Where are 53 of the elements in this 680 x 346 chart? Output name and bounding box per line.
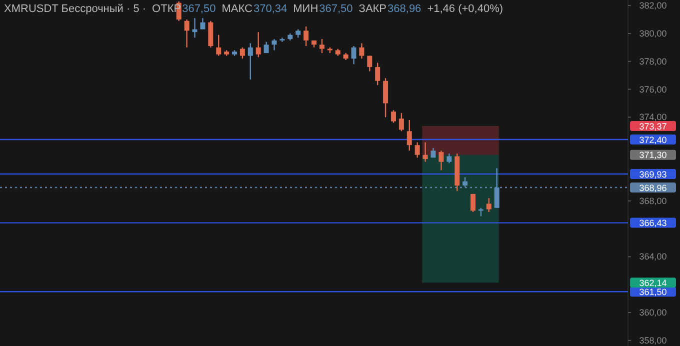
candlestick xyxy=(240,46,245,60)
candlestick xyxy=(200,18,206,30)
text: +1,46 (+0,40%) xyxy=(427,3,504,15)
text: МАКС xyxy=(222,3,252,15)
candlestick xyxy=(383,78,388,118)
text: 373,37 xyxy=(639,121,667,132)
candlestick xyxy=(208,20,214,48)
y-tick-label: 368,00 xyxy=(639,196,667,206)
candlestick xyxy=(216,34,222,56)
y-tick-label: 364,00 xyxy=(639,252,667,262)
y-tick-label: 376,00 xyxy=(639,84,667,94)
y-tick-label: 360,00 xyxy=(639,308,667,318)
chart-title: XMRUSDT Бессрочный · 5 · xyxy=(4,3,146,15)
ref-line-label: 369,93 xyxy=(639,169,667,180)
candlestick xyxy=(280,37,285,42)
candlestick xyxy=(494,168,500,208)
candlestick xyxy=(486,198,492,213)
candlestick xyxy=(184,18,190,48)
ref-line-label: 361,50 xyxy=(639,286,667,297)
text: 367,50 xyxy=(319,3,353,15)
candlestick xyxy=(367,55,372,72)
y-tick-label: 380,00 xyxy=(639,28,667,38)
candlestick xyxy=(414,142,420,158)
candlestick xyxy=(446,152,452,164)
text: МИН xyxy=(293,3,318,15)
text: 370,34 xyxy=(253,3,288,15)
text: ЗАКР xyxy=(358,3,387,15)
candlestick xyxy=(390,110,396,124)
candlestick xyxy=(438,150,444,171)
ref-line-label: 368,96 xyxy=(639,182,667,193)
text: 362,14 xyxy=(639,278,667,288)
candlestick xyxy=(398,112,404,132)
text: 367,50 xyxy=(182,3,216,15)
candlestick xyxy=(422,142,428,162)
text: 371,30 xyxy=(639,150,667,160)
candlestick xyxy=(248,42,253,80)
ref-line-label: 366,43 xyxy=(639,218,667,228)
y-tick-label: 382,00 xyxy=(639,0,667,11)
candlestick xyxy=(470,193,476,213)
candlestick xyxy=(256,31,261,58)
y-tick-label: 374,00 xyxy=(639,112,667,122)
candlestick xyxy=(304,26,309,47)
y-tick-label: 378,00 xyxy=(639,56,667,66)
candlestick xyxy=(375,62,380,86)
candlestick xyxy=(272,38,277,51)
candlestick xyxy=(406,119,412,152)
candlestick xyxy=(359,42,364,60)
candlestick xyxy=(351,45,356,65)
candlestick xyxy=(462,176,468,188)
ref-line-label: 372,40 xyxy=(639,134,667,145)
y-tick-label: 358,00 xyxy=(639,335,667,346)
candlestick xyxy=(319,38,324,54)
text: 368,96 xyxy=(388,3,422,15)
